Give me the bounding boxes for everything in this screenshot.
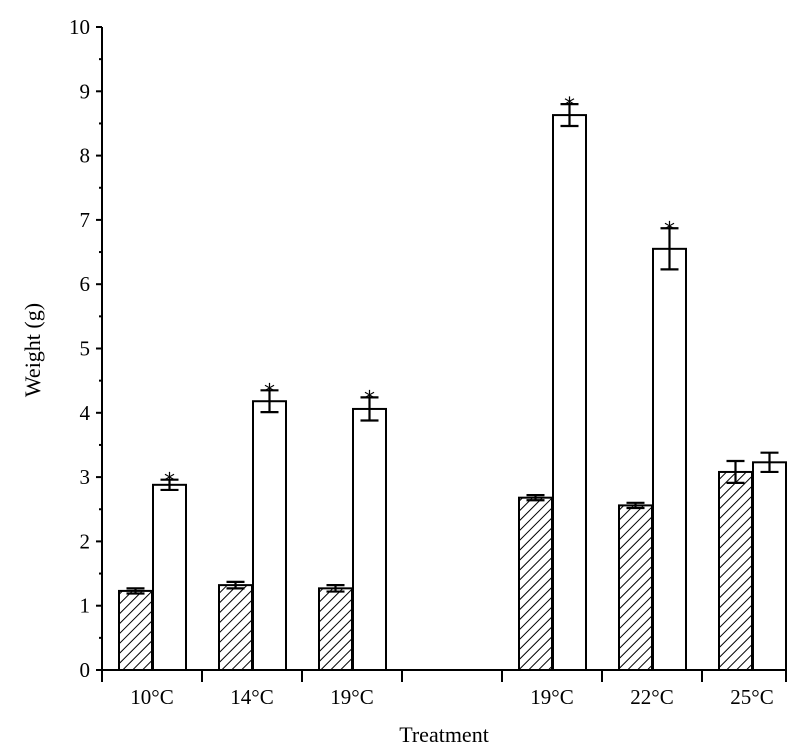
error-bar	[626, 501, 645, 510]
significance-star: *	[264, 380, 275, 405]
y-tick-label: 10	[69, 15, 90, 39]
x-axis-ticks: 10°C 14°C 19°C 19°C 22°C 25°C	[101, 670, 787, 709]
y-tick-label: 8	[80, 144, 91, 168]
y-tick-label: 6	[80, 272, 91, 296]
error-bars-group	[126, 103, 779, 595]
y-tick-label: 0	[80, 658, 91, 682]
bar-open	[652, 247, 687, 672]
error-bar	[560, 103, 579, 128]
bars-group	[118, 114, 787, 672]
y-axis-title: Weight (g)	[20, 303, 45, 397]
significance-star: *	[164, 470, 175, 495]
y-tick-label: 1	[80, 594, 91, 618]
y-tick-label: 7	[80, 208, 91, 232]
bar-hatched	[718, 470, 753, 671]
x-tick-label: 14°C	[230, 685, 273, 709]
bar-open	[752, 461, 787, 671]
significance-markers: * * * * *	[164, 94, 675, 495]
x-tick-label: 19°C	[530, 685, 573, 709]
x-tick-label: 22°C	[630, 685, 673, 709]
error-bar	[226, 580, 245, 590]
significance-star: *	[364, 387, 375, 412]
error-bar	[360, 396, 379, 422]
error-bar	[326, 584, 345, 593]
error-bar	[660, 227, 679, 271]
bar-hatched	[218, 584, 253, 672]
bar-open	[152, 483, 187, 672]
bar-open	[352, 407, 387, 671]
x-tick-label: 25°C	[730, 685, 773, 709]
error-bar	[526, 494, 545, 502]
bar-hatched	[518, 496, 553, 671]
y-tick-label: 2	[80, 529, 91, 553]
y-axis-ticks: 0 1 2 3 4 5 6 7 8 9 10	[69, 15, 102, 682]
x-tick-label: 10°C	[130, 685, 173, 709]
error-bar	[760, 451, 779, 474]
significance-star: *	[564, 94, 575, 119]
error-bar	[126, 587, 145, 595]
y-tick-label: 9	[80, 79, 91, 103]
x-tick-label: 19°C	[330, 685, 373, 709]
bar-hatched	[618, 504, 653, 671]
x-axis-title: Treatment	[399, 722, 489, 747]
bar-hatched	[118, 589, 153, 672]
error-bar	[260, 389, 279, 414]
y-tick-label: 5	[80, 337, 91, 361]
significance-star: *	[664, 218, 675, 243]
error-bar	[726, 459, 745, 484]
bar-hatched	[318, 587, 353, 671]
y-tick-label: 4	[80, 401, 91, 425]
bar-open	[552, 114, 587, 671]
bar-open	[252, 400, 287, 671]
error-bar	[160, 478, 179, 492]
y-tick-label: 3	[80, 465, 91, 489]
